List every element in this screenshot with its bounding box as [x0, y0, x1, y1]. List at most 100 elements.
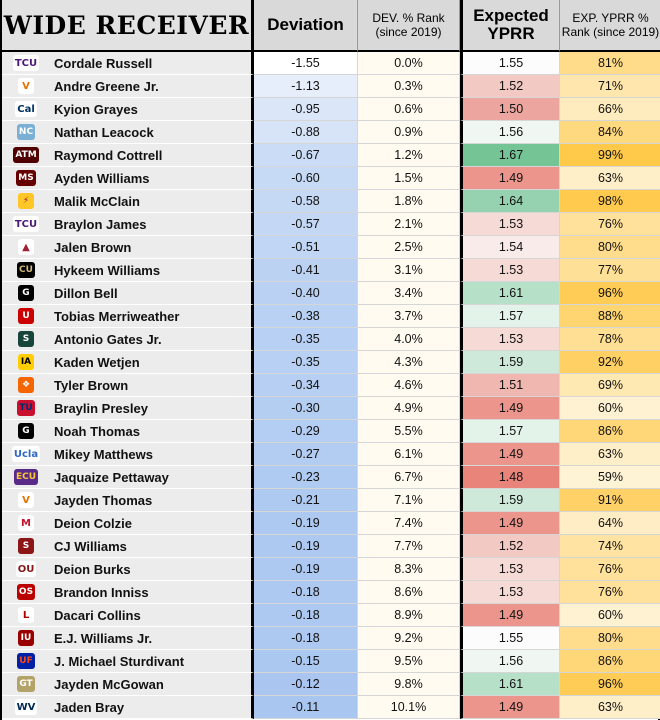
player-name-cell: Ucla Mikey Matthews: [2, 443, 254, 466]
expected-yprr-cell: 1.51: [460, 374, 560, 397]
player-name: Tyler Brown: [54, 377, 129, 393]
deviation-cell: -0.27: [254, 443, 358, 466]
exp-rank-cell: 63%: [560, 167, 660, 190]
player-name-cell: IU E.J. Williams Jr.: [2, 627, 254, 650]
dev-rank-cell: 5.5%: [358, 420, 460, 443]
header-expected-yprr: Expected YPRR: [460, 0, 560, 52]
deviation-cell: -0.19: [254, 512, 358, 535]
deviation-cell: -0.23: [254, 466, 358, 489]
expected-yprr-cell: 1.61: [460, 673, 560, 696]
oklahoma-logo: OU: [11, 560, 41, 579]
player-name-cell: ❖ Tyler Brown: [2, 374, 254, 397]
player-name: E.J. Williams Jr.: [54, 630, 153, 646]
unc-logo: NC: [11, 123, 41, 142]
exp-rank-cell: 98%: [560, 190, 660, 213]
dev-rank-cell: 3.7%: [358, 305, 460, 328]
exp-rank-cell: 60%: [560, 604, 660, 627]
exp-rank-cell: 71%: [560, 75, 660, 98]
player-name: Jalen Brown: [54, 239, 132, 255]
player-name-cell: TCU Braylon James: [2, 213, 254, 236]
exp-rank-cell: 81%: [560, 52, 660, 75]
georgia-logo: G: [11, 284, 41, 303]
tcu-logo: TCU: [11, 215, 41, 234]
dev-rank-cell: 4.6%: [358, 374, 460, 397]
player-name: Cordale Russell: [54, 55, 153, 71]
exp-rank-cell: 88%: [560, 305, 660, 328]
player-name-cell: OU Deion Burks: [2, 558, 254, 581]
player-name: Ayden Williams: [54, 170, 150, 186]
deviation-cell: -0.40: [254, 282, 358, 305]
deviation-cell: -0.11: [254, 696, 358, 719]
florida-logo: UF: [11, 652, 41, 671]
tcu-logo: TCU: [11, 54, 41, 73]
player-name: Noah Thomas: [54, 423, 140, 439]
deviation-cell: -0.57: [254, 213, 358, 236]
expected-yprr-cell: 1.57: [460, 305, 560, 328]
exp-rank-cell: 74%: [560, 535, 660, 558]
west-virginia-logo: WV: [11, 698, 41, 717]
expected-yprr-cell: 1.67: [460, 144, 560, 167]
colorado-logo: CU: [11, 261, 41, 280]
dev-rank-cell: 1.5%: [358, 167, 460, 190]
deviation-cell: -1.55: [254, 52, 358, 75]
player-name: Braylin Presley: [54, 400, 148, 416]
expected-yprr-cell: 1.57: [460, 420, 560, 443]
player-name-cell: M Deion Colzie: [2, 512, 254, 535]
dev-rank-cell: 0.9%: [358, 121, 460, 144]
dev-rank-cell: 7.4%: [358, 512, 460, 535]
player-name-cell: NC Nathan Leacock: [2, 121, 254, 144]
exp-rank-cell: 76%: [560, 213, 660, 236]
deviation-cell: -0.38: [254, 305, 358, 328]
exp-rank-cell: 84%: [560, 121, 660, 144]
deviation-cell: -0.95: [254, 98, 358, 121]
georgia-logo: G: [11, 422, 41, 441]
player-name-cell: WV Jaden Bray: [2, 696, 254, 719]
stanford-logo: S: [11, 537, 41, 556]
dev-rank-cell: 7.1%: [358, 489, 460, 512]
deviation-cell: -0.21: [254, 489, 358, 512]
deviation-cell: -0.29: [254, 420, 358, 443]
deviation-cell: -0.58: [254, 190, 358, 213]
exp-rank-cell: 76%: [560, 558, 660, 581]
player-name: Mikey Matthews: [54, 446, 153, 462]
dev-rank-cell: 10.1%: [358, 696, 460, 719]
georgia-tech-logo: GT: [11, 675, 41, 694]
deviation-cell: -0.35: [254, 351, 358, 374]
texas-am-logo: ATM: [11, 146, 41, 165]
player-name-cell: ⚡ Malik McClain: [2, 190, 254, 213]
dev-rank-cell: 9.2%: [358, 627, 460, 650]
deviation-cell: -0.41: [254, 259, 358, 282]
ucla-logo: Ucla: [11, 445, 41, 464]
expected-yprr-cell: 1.53: [460, 581, 560, 604]
exp-rank-cell: 78%: [560, 328, 660, 351]
dev-rank-cell: 7.7%: [358, 535, 460, 558]
expected-yprr-cell: 1.49: [460, 167, 560, 190]
player-name: Nathan Leacock: [54, 124, 154, 140]
exp-rank-cell: 86%: [560, 420, 660, 443]
player-name-cell: ▲ Jalen Brown: [2, 236, 254, 259]
expected-yprr-cell: 1.64: [460, 190, 560, 213]
player-name-cell: UF J. Michael Sturdivant: [2, 650, 254, 673]
expected-yprr-cell: 1.55: [460, 52, 560, 75]
east-carolina-logo: ECU: [11, 468, 41, 487]
expected-yprr-cell: 1.59: [460, 351, 560, 374]
dev-rank-cell: 6.1%: [358, 443, 460, 466]
deviation-cell: -0.67: [254, 144, 358, 167]
exp-rank-cell: 63%: [560, 443, 660, 466]
player-name-cell: IA Kaden Wetjen: [2, 351, 254, 374]
tulsa-logo: TU: [11, 399, 41, 418]
michigan-state-logo: S: [11, 330, 41, 349]
player-name: Deion Colzie: [54, 515, 133, 531]
dev-rank-cell: 8.3%: [358, 558, 460, 581]
player-name: Raymond Cottrell: [54, 147, 163, 163]
indiana-logo: IU: [11, 629, 41, 648]
expected-yprr-cell: 1.55: [460, 627, 560, 650]
arizona-state-logo: ⚡: [11, 192, 41, 211]
player-name-cell: V Andre Greene Jr.: [2, 75, 254, 98]
dev-rank-cell: 8.9%: [358, 604, 460, 627]
exp-rank-cell: 66%: [560, 98, 660, 121]
expected-yprr-cell: 1.53: [460, 213, 560, 236]
player-name: Dacari Collins: [54, 607, 141, 623]
expected-yprr-cell: 1.52: [460, 75, 560, 98]
